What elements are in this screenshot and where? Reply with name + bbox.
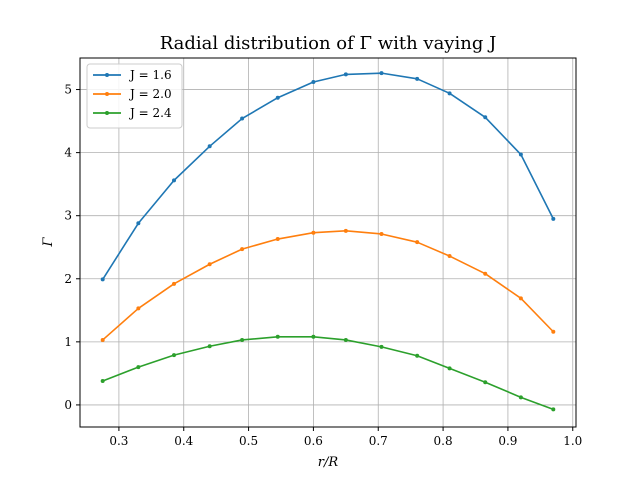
legend-marker-j-2-4	[105, 111, 109, 115]
y-tick-label: 3	[64, 209, 72, 223]
legend-label-j-1-6: J = 1.6	[128, 68, 172, 82]
series-1-point	[447, 91, 452, 96]
legend-marker-j-1-6	[105, 73, 109, 77]
series-2-line	[102, 230, 554, 341]
series-3-point	[136, 365, 141, 370]
series-2-point	[447, 254, 452, 259]
series-1-point	[343, 72, 348, 77]
chart-title: Radial distribution of Γ with vaying J	[160, 33, 497, 54]
legend-label-j-2-4: J = 2.4	[128, 106, 172, 120]
series-2-point	[136, 306, 141, 311]
series-lines	[100, 71, 556, 412]
series-2-point	[343, 228, 348, 233]
series-1-point	[240, 116, 245, 121]
y-tick-label: 0	[64, 398, 72, 412]
x-tick-label: 0.7	[369, 434, 388, 448]
series-2-point	[415, 240, 420, 245]
series-1-point	[483, 115, 488, 120]
y-axis-title: Γ	[41, 237, 56, 248]
x-tick-label: 1.0	[563, 434, 582, 448]
x-tick-label: 0.6	[304, 434, 323, 448]
series-3-point	[275, 334, 280, 339]
series-3-point	[311, 334, 316, 339]
series-3-point	[207, 344, 212, 349]
series-2-point	[240, 247, 245, 252]
series-2-point	[518, 296, 523, 301]
series-2-point	[311, 230, 316, 235]
series-3-point	[379, 344, 384, 349]
x-tick-label: 0.3	[109, 434, 128, 448]
series-3-point	[551, 407, 556, 412]
series-1-point	[207, 144, 212, 149]
series-1-point	[136, 221, 141, 226]
series-2-point	[172, 281, 177, 286]
series-3-point	[483, 380, 488, 385]
x-tick-label: 0.4	[174, 434, 193, 448]
series-3-point	[240, 337, 245, 342]
y-tick-label: 5	[64, 83, 72, 97]
series-3-point	[172, 353, 177, 358]
legend-item: J = 2.4	[93, 106, 172, 120]
series-1-point	[172, 178, 177, 183]
series-1-point	[311, 79, 316, 84]
series-3-point	[343, 337, 348, 342]
legend: J = 1.6 J = 2.0 J = 2.4	[86, 63, 183, 129]
series-1-line	[102, 72, 555, 280]
legend-box	[86, 63, 183, 129]
x-tick-label: 0.5	[239, 434, 258, 448]
series-3-line	[102, 335, 554, 411]
y-tick-label: 2	[64, 272, 72, 286]
series-2-point	[275, 237, 280, 242]
series-3-point	[100, 378, 105, 383]
plot-frame	[79, 57, 577, 428]
series-2-point	[100, 337, 105, 342]
series-1-point	[100, 277, 105, 282]
x-tick-label: 0.9	[498, 434, 517, 448]
series-2-point	[379, 231, 384, 236]
y-tick-label: 1	[64, 335, 72, 349]
legend-item: J = 2.0	[93, 87, 172, 101]
x-tick-label: 0.8	[434, 434, 453, 448]
series-2-point	[207, 262, 212, 267]
series-1-point	[379, 71, 384, 76]
legend-marker-j-2-0	[105, 92, 109, 96]
series-3-point	[447, 366, 452, 371]
series-1-point	[275, 95, 280, 100]
y-tick-label: 4	[64, 146, 72, 160]
series-3-point	[415, 353, 420, 358]
series-1-point	[551, 216, 556, 221]
series-2-point	[551, 329, 556, 334]
series-2-point	[483, 271, 488, 276]
legend-item: J = 1.6	[93, 68, 172, 82]
legend-label-j-2-0: J = 2.0	[128, 87, 172, 101]
series-1-point	[518, 152, 523, 157]
series-3-point	[518, 395, 523, 400]
series-1-point	[415, 76, 420, 81]
axis-ticks: 0.3 0.4 0.5 0.6 0.7 0.8 0.9 1.0 0 1 2 3 4 5	[64, 83, 582, 448]
x-axis-title: r/R	[318, 455, 339, 470]
